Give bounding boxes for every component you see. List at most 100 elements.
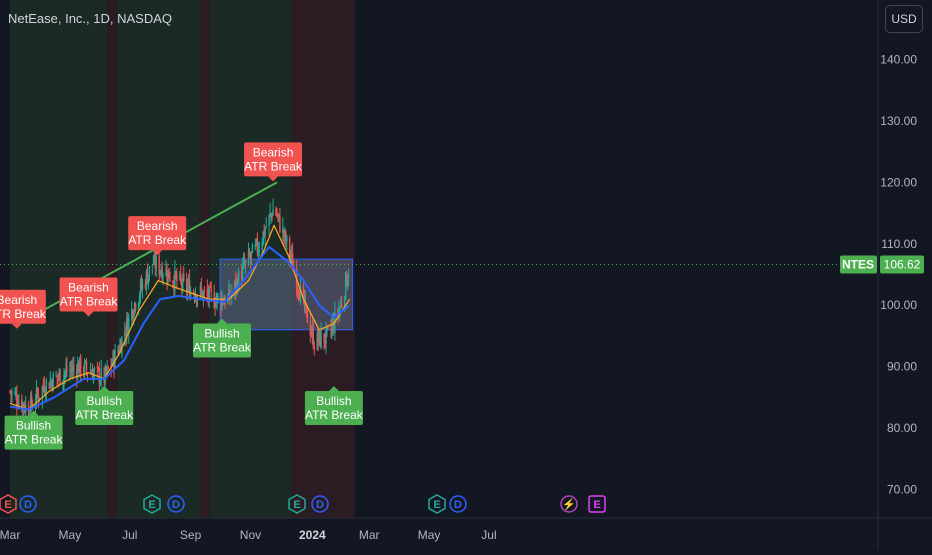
bullish-signal-label[interactable]	[75, 391, 134, 426]
bearish-signal-label[interactable]	[0, 289, 46, 324]
candle-body	[59, 369, 61, 385]
candle-body	[263, 229, 265, 237]
candle-body	[106, 365, 108, 373]
candle-body	[161, 268, 163, 280]
ema-slow-line	[9, 245, 351, 411]
bullish-signal-label[interactable]	[4, 415, 63, 450]
candle-body	[140, 283, 143, 289]
dividend-icon[interactable]	[19, 495, 37, 513]
candle-body	[126, 317, 128, 334]
candle-body	[279, 215, 281, 232]
candle-body	[146, 271, 149, 284]
candle-body	[241, 264, 244, 279]
currency-button[interactable]: USD	[885, 5, 923, 33]
candle-body	[111, 363, 113, 366]
candle-body	[139, 282, 142, 296]
earnings-upcoming-icon[interactable]	[588, 495, 606, 513]
signal-label-line1: Bearish	[253, 145, 294, 159]
split-icon[interactable]	[560, 495, 578, 513]
candle-body	[188, 280, 191, 299]
candle-body	[173, 282, 175, 289]
candle-body	[181, 281, 183, 288]
event-icon-letter: D	[454, 499, 462, 511]
candle-body	[187, 281, 190, 286]
candle-body	[264, 229, 266, 236]
candle-body	[282, 227, 284, 232]
candle-body	[208, 287, 210, 302]
earnings-icon[interactable]	[428, 494, 446, 514]
candle-body	[331, 325, 333, 332]
candle-body	[165, 269, 167, 276]
candle-body	[283, 229, 285, 238]
candle-body	[63, 374, 65, 381]
signal-label-line1: Bullish	[316, 394, 351, 408]
candle-body	[297, 290, 300, 296]
signal-label-line1: Bearish	[137, 219, 178, 233]
candle-body	[93, 368, 96, 373]
dividend-icon[interactable]	[449, 495, 467, 513]
current-price-tag	[880, 255, 924, 274]
candle-body	[302, 286, 305, 295]
candle-body	[189, 290, 192, 299]
signal-pointer	[152, 250, 163, 256]
candle-body	[289, 238, 291, 257]
candle-body	[291, 253, 294, 271]
candle-body	[114, 349, 116, 368]
candle-body	[235, 278, 237, 290]
time-tick-label: May	[418, 528, 441, 542]
candle-body	[216, 294, 218, 302]
candle-body	[290, 255, 292, 258]
signal-label-line2: ATR Break	[128, 233, 187, 247]
candle-body	[345, 274, 348, 287]
candle-body	[284, 230, 286, 236]
event-icon-letter: E	[593, 499, 600, 511]
candle-body	[343, 297, 346, 307]
bearish-signal-label[interactable]	[128, 216, 187, 251]
candle-body	[97, 367, 100, 370]
candle-body	[175, 272, 177, 276]
earnings-icon[interactable]	[288, 494, 306, 514]
bearish-signal-label[interactable]	[59, 277, 118, 312]
candle-body	[125, 334, 127, 336]
signal-label-line2: ATR Break	[305, 408, 364, 422]
dividend-icon[interactable]	[311, 495, 329, 513]
signal-pointer	[268, 176, 279, 182]
event-icon-letter: E	[4, 499, 11, 511]
candle-body	[113, 353, 115, 368]
candle-body	[147, 275, 150, 285]
candle-body	[185, 278, 188, 292]
candle-body	[254, 243, 257, 247]
candle-body	[131, 310, 134, 319]
earnings-icon[interactable]	[0, 494, 17, 514]
candle-body	[118, 350, 120, 354]
candle-body	[311, 328, 314, 334]
dividend-icon[interactable]	[167, 495, 185, 513]
candle-body	[162, 275, 164, 278]
candle-body	[43, 386, 46, 393]
candle-body	[138, 296, 141, 301]
event-icon-letter: E	[293, 499, 300, 511]
candle-body	[261, 241, 263, 251]
candle-body	[56, 375, 58, 378]
candle-body	[251, 244, 254, 253]
earnings-icon[interactable]	[143, 494, 161, 514]
candle-body	[66, 366, 68, 373]
candle-body	[119, 343, 121, 353]
candle-body	[23, 403, 25, 408]
bullish-signal-label[interactable]	[193, 323, 252, 358]
candle-body	[85, 362, 88, 371]
candle-body	[270, 213, 272, 215]
candle-body	[179, 273, 181, 280]
candle-body	[299, 285, 302, 303]
bullish-signal-label[interactable]	[304, 391, 363, 426]
candle-body	[248, 253, 251, 257]
candle-body	[341, 304, 343, 306]
candle-body	[346, 280, 349, 285]
candle-body	[64, 371, 66, 375]
candle-body	[244, 261, 247, 266]
bearish-signal-label[interactable]	[244, 142, 303, 177]
candle-body	[15, 393, 17, 395]
current-price-label: 106.62	[884, 258, 921, 272]
